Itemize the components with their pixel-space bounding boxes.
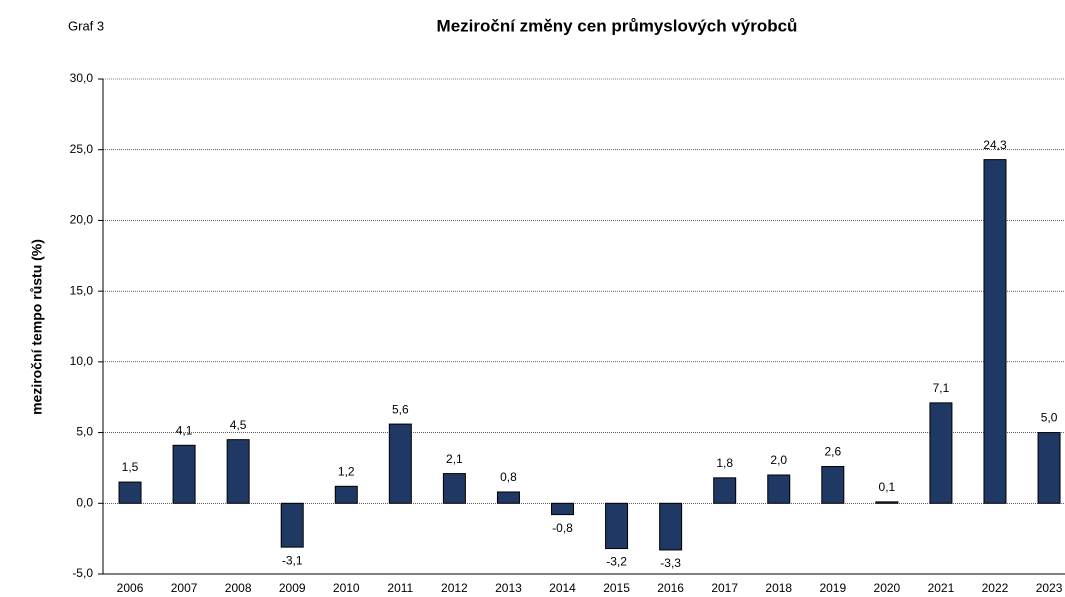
x-tick-label: 2012 [441, 581, 468, 595]
value-label: 4,5 [230, 418, 247, 432]
x-tick-label: 2013 [495, 581, 522, 595]
bar [551, 502, 575, 516]
bar [713, 477, 737, 504]
value-label: 1,8 [716, 456, 733, 470]
x-tick-label: 2010 [333, 581, 360, 595]
y-tick-label: 5,0 [76, 425, 93, 439]
value-label: 1,5 [122, 460, 139, 474]
x-tick-label: 2011 [387, 581, 413, 595]
y-tick-label: 0,0 [76, 495, 93, 509]
value-label: 0,1 [879, 480, 896, 494]
chart-title: Meziroční změny cen průmyslových výrobců [437, 16, 798, 35]
x-tick-label: 2021 [928, 581, 955, 595]
y-axis-label: meziroční tempo růstu (%) [29, 239, 45, 415]
bar [767, 474, 791, 504]
bar [334, 485, 358, 504]
x-tick-label: 2009 [279, 581, 306, 595]
value-label: 5,6 [392, 402, 409, 416]
y-tick-label: 10,0 [70, 354, 94, 368]
bar [442, 473, 466, 504]
value-label: 5,0 [1041, 411, 1058, 425]
value-label: 1,2 [338, 464, 355, 478]
x-tick-label: 2018 [765, 581, 792, 595]
bar [605, 502, 629, 550]
x-tick-label: 2016 [657, 581, 684, 595]
bar [118, 481, 142, 504]
value-label: -0,8 [552, 521, 573, 535]
y-tick-label: 30,0 [70, 71, 94, 85]
value-label: -3,3 [660, 556, 681, 570]
x-tick-label: 2007 [171, 581, 198, 595]
y-tick-label: 25,0 [70, 142, 94, 156]
value-label: 2,1 [446, 452, 463, 466]
x-tick-label: 2008 [225, 581, 252, 595]
chart-label: Graf 3 [68, 18, 104, 33]
bar [983, 159, 1007, 504]
x-tick-label: 2022 [982, 581, 1009, 595]
value-label: 24,3 [983, 138, 1007, 152]
bar [875, 501, 899, 504]
value-label: 2,0 [770, 453, 787, 467]
bar [280, 502, 304, 548]
bar [388, 423, 412, 504]
x-tick-label: 2023 [1036, 581, 1063, 595]
value-label: 2,6 [824, 445, 841, 459]
x-tick-label: 2014 [549, 581, 576, 595]
y-tick-label: 15,0 [70, 283, 94, 297]
bar [659, 502, 683, 551]
x-tick-label: 2019 [819, 581, 846, 595]
bar [226, 439, 250, 504]
y-tick-label: 20,0 [70, 213, 94, 227]
bar [172, 444, 196, 504]
bar [929, 402, 953, 504]
value-label: 0,8 [500, 470, 517, 484]
value-label: -3,2 [606, 555, 627, 569]
value-label: -3,1 [282, 553, 303, 567]
x-tick-label: 2015 [603, 581, 630, 595]
x-tick-label: 2006 [117, 581, 144, 595]
bar [496, 491, 520, 504]
x-tick-label: 2020 [874, 581, 901, 595]
value-label: 7,1 [933, 381, 950, 395]
y-tick-label: -5,0 [72, 566, 93, 580]
value-label: 4,1 [176, 423, 193, 437]
x-tick-label: 2017 [711, 581, 738, 595]
bar [1037, 432, 1061, 504]
bar [821, 466, 845, 504]
